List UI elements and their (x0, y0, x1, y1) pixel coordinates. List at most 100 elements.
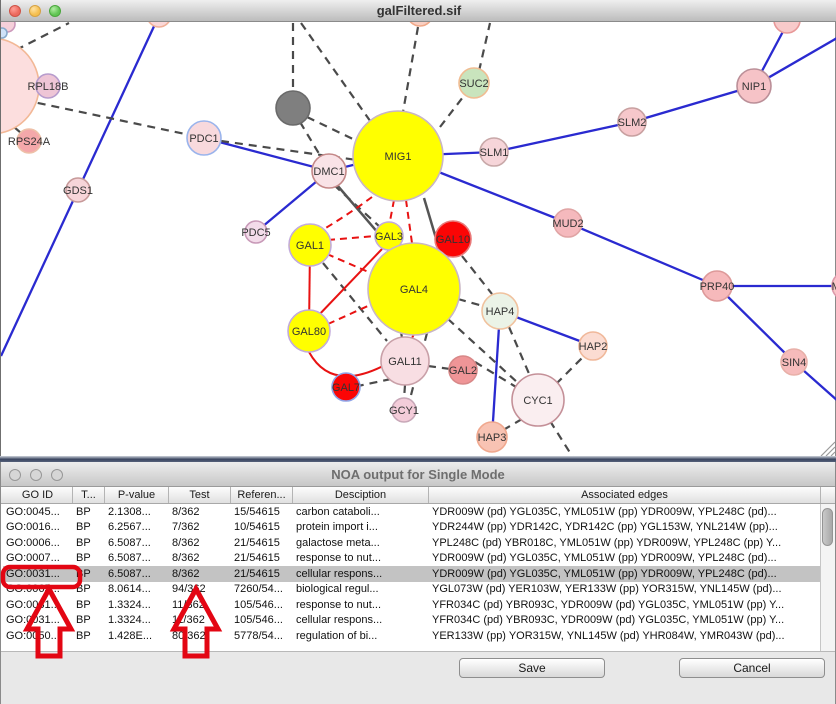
node-circle[interactable] (16, 128, 42, 154)
node-slm2[interactable]: SLM2 (617, 107, 647, 137)
node-rps24a[interactable]: RPS24A (8, 128, 51, 154)
node-hap3[interactable]: HAP3 (476, 421, 508, 453)
column-header-associated-edges[interactable]: Associated edges (429, 487, 821, 503)
table-header: GO ID T... P-value Test Referen... Desciption… (1, 487, 835, 504)
node-prp40[interactable]: PRP40 (700, 270, 735, 302)
node-circle[interactable] (476, 421, 508, 453)
resize-grip[interactable] (825, 446, 836, 456)
node-slm1[interactable]: SLM1 (479, 137, 509, 167)
minimize-button[interactable] (30, 469, 42, 481)
node-unlabeled[interactable] (275, 90, 311, 126)
node-mig1[interactable]: MIG1 (352, 110, 444, 202)
noa-window-titlebar[interactable]: NOA output for Single Mode (1, 462, 835, 487)
node-dmc1[interactable]: DMC1 (311, 153, 347, 189)
node-sin4[interactable]: SIN4 (780, 348, 808, 376)
node-circle[interactable] (311, 153, 347, 189)
node-gcy1[interactable]: GCY1 (389, 397, 419, 423)
node-circle[interactable] (352, 110, 444, 202)
cell-go-id: GO:0006... (6, 536, 60, 549)
column-header-test[interactable]: Test (169, 487, 231, 503)
node-circle[interactable] (367, 242, 461, 336)
scrollbar-thumb[interactable] (822, 508, 833, 546)
cell-go-id: GO:0031... (6, 598, 60, 611)
node-gds1[interactable]: GDS1 (63, 177, 93, 203)
resize-grip[interactable] (830, 451, 836, 456)
node-label: DMC1 (313, 166, 344, 178)
node-circle[interactable] (578, 331, 608, 361)
node-cyc1[interactable]: CYC1 (511, 373, 565, 427)
node-circle[interactable] (288, 223, 332, 267)
node-circle[interactable] (287, 309, 331, 353)
node-circle[interactable] (780, 348, 808, 376)
node-gal4[interactable]: GAL4 (367, 242, 461, 336)
cancel-button[interactable]: Cancel (679, 658, 825, 678)
column-header-reference[interactable]: Referen... (231, 487, 293, 503)
node-gal2[interactable]: GAL2 (448, 355, 478, 385)
node-circle[interactable] (511, 373, 565, 427)
node-circle[interactable] (448, 355, 478, 385)
node-unlabeled[interactable] (1, 27, 8, 39)
node-nip1[interactable]: NIP1 (736, 68, 772, 104)
node-rpl18b[interactable]: RPL18B (28, 73, 69, 99)
node-circle[interactable] (701, 270, 733, 302)
node-label: SUC2 (459, 78, 488, 90)
column-header-p-value[interactable]: P-value (105, 487, 169, 503)
node-hap4[interactable]: HAP4 (481, 292, 519, 330)
resize-grip[interactable] (820, 441, 836, 456)
node-circle[interactable] (275, 90, 311, 126)
vertical-scrollbar[interactable] (820, 504, 835, 651)
node-hap2[interactable]: HAP2 (578, 331, 608, 361)
node-pdc1[interactable]: PDC1 (186, 120, 222, 156)
node-circle[interactable] (479, 137, 509, 167)
node-gal1[interactable]: GAL1 (288, 223, 332, 267)
table-row[interactable]: GO:0065... BP 8.0614... 94/362 7260/54... bio… (3, 582, 835, 598)
node-circle[interactable] (458, 67, 490, 99)
table-row[interactable]: GO:0007... BP 6.5087... 8/362 21/54615 respon… (3, 551, 835, 567)
table-row[interactable]: GO:0031... BP 1.3324... 11/362 105/546... cel… (3, 613, 835, 629)
edge (357, 377, 392, 388)
node-circle[interactable] (1, 27, 8, 39)
column-header-description[interactable]: Desciption (293, 487, 429, 503)
node-circle[interactable] (65, 177, 91, 203)
node-circle[interactable] (434, 220, 472, 258)
table-row[interactable]: GO:0006... BP 6.5087... 8/362 21/54615 galact… (3, 535, 835, 551)
node-circle[interactable] (331, 372, 361, 402)
node-gal11[interactable]: GAL11 (380, 336, 430, 386)
graph-window-titlebar[interactable]: galFiltered.sif (1, 0, 836, 22)
save-button[interactable]: Save (459, 658, 605, 678)
node-circle[interactable] (553, 208, 583, 238)
close-button[interactable] (9, 469, 21, 481)
node-circle[interactable] (35, 73, 61, 99)
node-msl5[interactable]: MSL5 (831, 272, 836, 300)
node-circle[interactable] (831, 272, 836, 300)
table-row[interactable]: GO:0045... BP 2.1308... 8/362 15/54615 carbon… (3, 504, 835, 520)
node-gal80[interactable]: GAL80 (287, 309, 331, 353)
close-button[interactable] (9, 5, 21, 17)
minimize-button[interactable] (29, 5, 41, 17)
zoom-button[interactable] (51, 469, 63, 481)
node-circle[interactable] (736, 68, 772, 104)
node-gal10[interactable]: GAL10 (434, 220, 472, 258)
table-row[interactable]: GO:0016... BP 6.2567... 7/362 10/54615 protei… (3, 520, 835, 536)
table-row-selected[interactable]: GO:0031... BP 6.5087... 8/362 21/54615 cellul… (3, 566, 835, 582)
node-circle[interactable] (244, 220, 268, 244)
node-gal7[interactable]: GAL7 (331, 372, 361, 402)
column-header-type[interactable]: T... (73, 487, 105, 503)
node-circle[interactable] (380, 336, 430, 386)
table-row[interactable]: GO:0050... BP 1.428E... 80/362 5778/54... reg… (3, 628, 835, 644)
node-suc2[interactable]: SUC2 (458, 67, 490, 99)
cell-reference: 105/546... (234, 598, 283, 611)
table-row[interactable]: GO:0031... BP 1.3324... 11/362 105/546... res… (3, 597, 835, 613)
network-canvas[interactable]: RPL18B RPS24A GDS1 PDC1 DMC1 MIG1 SUC2 SLM1 SLM2… (1, 0, 836, 456)
node-circle[interactable] (617, 107, 647, 137)
node-pdc5[interactable]: PDC5 (241, 220, 271, 244)
column-header-go-id[interactable]: GO ID (3, 487, 73, 503)
node-circle[interactable] (186, 120, 222, 156)
edge (461, 255, 493, 295)
node-circle[interactable] (481, 292, 519, 330)
edge (333, 184, 381, 228)
node-mud2[interactable]: MUD2 (552, 208, 584, 238)
edge (427, 364, 451, 371)
zoom-button[interactable] (49, 5, 61, 17)
node-circle[interactable] (391, 397, 417, 423)
